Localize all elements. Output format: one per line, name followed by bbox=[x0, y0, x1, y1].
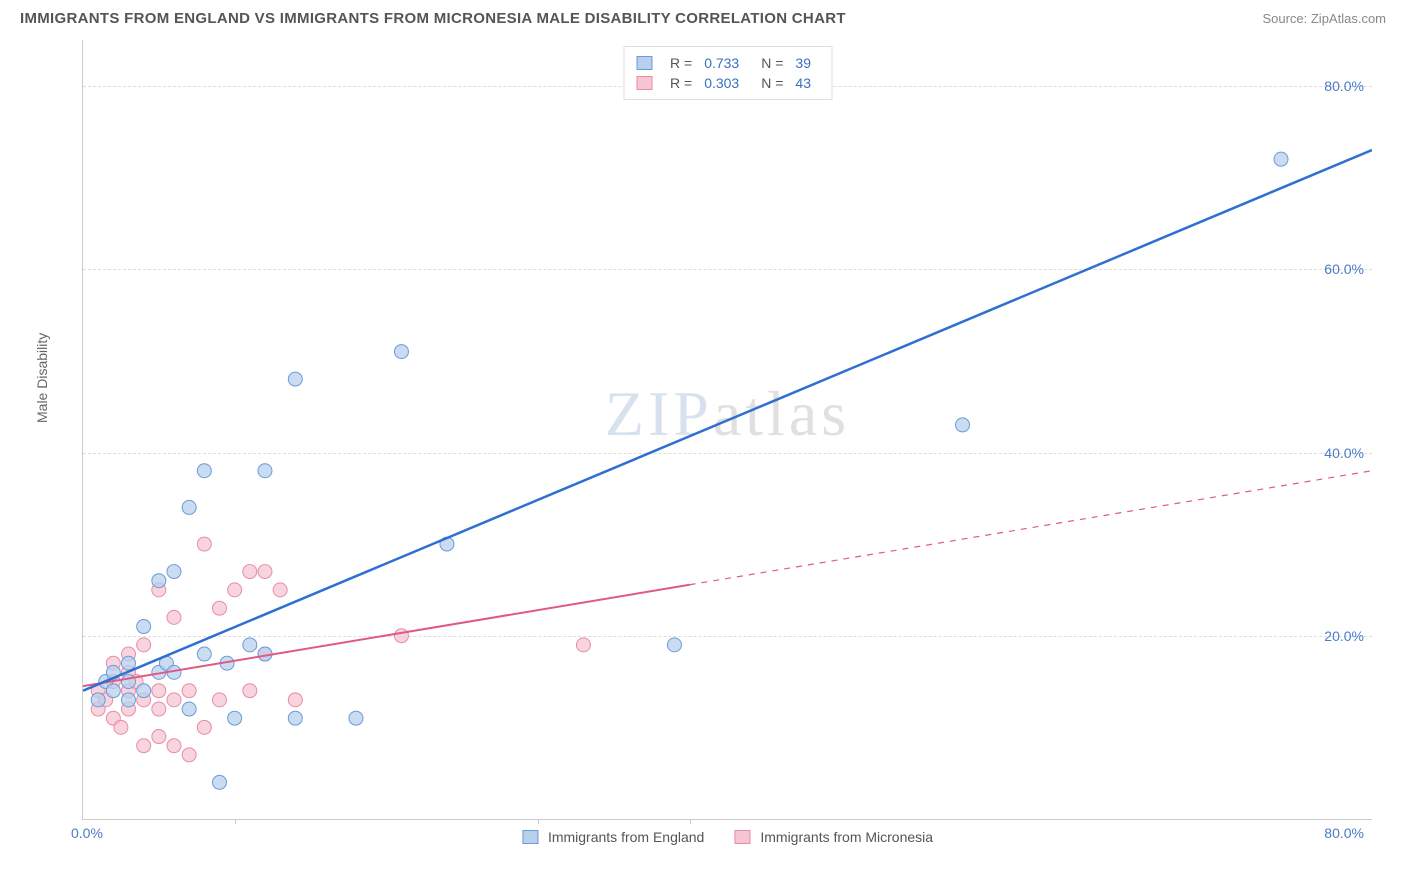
data-point bbox=[152, 574, 166, 588]
data-point bbox=[137, 620, 151, 634]
data-point bbox=[121, 675, 135, 689]
data-point bbox=[197, 647, 211, 661]
data-point bbox=[349, 711, 363, 725]
data-point bbox=[258, 565, 272, 579]
y-axis-label: Male Disability bbox=[34, 333, 50, 423]
data-point bbox=[956, 418, 970, 432]
legend-stats: R = 0.733 N = 39 R = 0.303 N = 43 bbox=[623, 46, 832, 100]
data-point bbox=[258, 464, 272, 478]
legend-item-micronesia: Immigrants from Micronesia bbox=[734, 829, 933, 845]
data-point bbox=[197, 720, 211, 734]
legend-stats-row-england: R = 0.733 N = 39 bbox=[636, 53, 819, 73]
data-point bbox=[394, 629, 408, 643]
data-point bbox=[182, 684, 196, 698]
r-value-micronesia: 0.303 bbox=[704, 75, 739, 91]
data-point bbox=[121, 656, 135, 670]
data-point bbox=[121, 693, 135, 707]
legend-swatch-micronesia bbox=[636, 76, 652, 90]
data-point bbox=[152, 684, 166, 698]
n-label: N = bbox=[761, 55, 783, 71]
data-point bbox=[182, 748, 196, 762]
data-point bbox=[667, 638, 681, 652]
data-point bbox=[197, 464, 211, 478]
legend-item-england: Immigrants from England bbox=[522, 829, 704, 845]
x-tick-max: 80.0% bbox=[1324, 825, 1364, 841]
data-point bbox=[288, 693, 302, 707]
trend-line bbox=[83, 150, 1372, 691]
r-value-england: 0.733 bbox=[704, 55, 739, 71]
data-point bbox=[228, 583, 242, 597]
data-point bbox=[212, 775, 226, 789]
data-point bbox=[212, 693, 226, 707]
legend-label-england: Immigrants from England bbox=[548, 829, 704, 845]
data-point bbox=[394, 345, 408, 359]
x-tick-mark bbox=[690, 819, 691, 824]
data-point bbox=[243, 638, 257, 652]
data-point bbox=[152, 730, 166, 744]
data-point bbox=[91, 693, 105, 707]
data-point bbox=[197, 537, 211, 551]
data-point bbox=[576, 638, 590, 652]
data-point bbox=[167, 739, 181, 753]
legend-stats-row-micronesia: R = 0.303 N = 43 bbox=[636, 73, 819, 93]
chart-area: Male Disability ZIPatlas R = 0.733 N = 3… bbox=[50, 40, 1386, 850]
plot-region: ZIPatlas R = 0.733 N = 39 R = 0.303 N = … bbox=[82, 40, 1372, 820]
trend-line-dashed bbox=[690, 471, 1372, 585]
legend-label-micronesia: Immigrants from Micronesia bbox=[760, 829, 933, 845]
data-point bbox=[288, 372, 302, 386]
data-point bbox=[152, 702, 166, 716]
n-value-micronesia: 43 bbox=[795, 75, 811, 91]
r-label: R = bbox=[670, 75, 692, 91]
data-point bbox=[114, 720, 128, 734]
r-label: R = bbox=[670, 55, 692, 71]
chart-header: IMMIGRANTS FROM ENGLAND VS IMMIGRANTS FR… bbox=[0, 0, 1406, 32]
n-label: N = bbox=[761, 75, 783, 91]
data-point bbox=[167, 693, 181, 707]
data-point bbox=[167, 565, 181, 579]
data-point bbox=[137, 684, 151, 698]
data-point bbox=[1274, 152, 1288, 166]
x-tick-mark bbox=[235, 819, 236, 824]
data-point bbox=[137, 638, 151, 652]
data-point bbox=[106, 684, 120, 698]
legend-swatch-england-icon bbox=[522, 830, 538, 844]
trend-line bbox=[83, 585, 690, 686]
chart-source: Source: ZipAtlas.com bbox=[1262, 11, 1386, 26]
plot-svg bbox=[83, 40, 1372, 819]
chart-title: IMMIGRANTS FROM ENGLAND VS IMMIGRANTS FR… bbox=[20, 10, 846, 27]
x-tick-min: 0.0% bbox=[71, 825, 103, 841]
data-point bbox=[243, 684, 257, 698]
data-point bbox=[182, 702, 196, 716]
legend-series: Immigrants from England Immigrants from … bbox=[522, 829, 933, 845]
data-point bbox=[228, 711, 242, 725]
data-point bbox=[212, 601, 226, 615]
data-point bbox=[167, 610, 181, 624]
legend-swatch-micronesia-icon bbox=[734, 830, 750, 844]
data-point bbox=[182, 500, 196, 514]
legend-swatch-england bbox=[636, 56, 652, 70]
data-point bbox=[273, 583, 287, 597]
n-value-england: 39 bbox=[795, 55, 811, 71]
data-point bbox=[243, 565, 257, 579]
data-point bbox=[288, 711, 302, 725]
data-point bbox=[137, 739, 151, 753]
x-tick-mark bbox=[538, 819, 539, 824]
